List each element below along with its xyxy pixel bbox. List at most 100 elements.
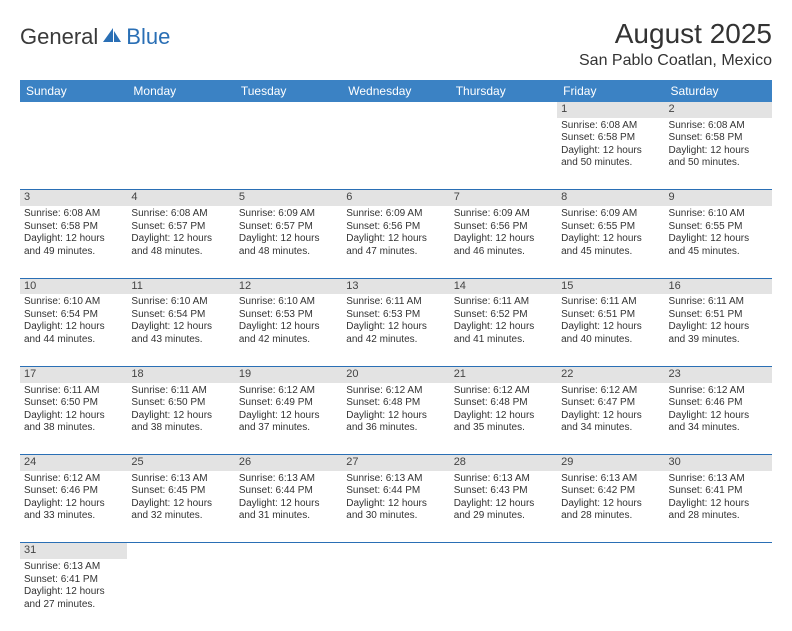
day-number: 16 — [665, 278, 772, 294]
day-cell: Sunrise: 6:09 AMSunset: 6:56 PMDaylight:… — [342, 206, 449, 278]
day2-text: and 28 minutes. — [669, 510, 768, 523]
day1-text: Daylight: 12 hours — [239, 498, 338, 511]
day1-text: Daylight: 12 hours — [561, 233, 660, 246]
day2-text: and 32 minutes. — [131, 510, 230, 523]
day-cell — [235, 559, 342, 631]
day2-text: and 50 minutes. — [669, 157, 768, 170]
day-cell — [342, 559, 449, 631]
sunrise-text: Sunrise: 6:12 AM — [346, 385, 445, 398]
day2-text: and 44 minutes. — [24, 334, 123, 347]
day1-text: Daylight: 12 hours — [131, 498, 230, 511]
day-number: 5 — [235, 190, 342, 206]
day1-text: Daylight: 12 hours — [24, 233, 123, 246]
day-number — [20, 102, 127, 118]
day-number: 10 — [20, 278, 127, 294]
day1-text: Daylight: 12 hours — [131, 321, 230, 334]
day-number — [235, 543, 342, 559]
day-number — [342, 102, 449, 118]
day-cell: Sunrise: 6:12 AMSunset: 6:46 PMDaylight:… — [665, 383, 772, 455]
day-cell: Sunrise: 6:09 AMSunset: 6:57 PMDaylight:… — [235, 206, 342, 278]
day2-text: and 31 minutes. — [239, 510, 338, 523]
day1-text: Daylight: 12 hours — [561, 321, 660, 334]
day-cell: Sunrise: 6:13 AMSunset: 6:42 PMDaylight:… — [557, 471, 664, 543]
sunrise-text: Sunrise: 6:12 AM — [24, 473, 123, 486]
sunset-text: Sunset: 6:58 PM — [669, 132, 768, 145]
sunrise-text: Sunrise: 6:09 AM — [454, 208, 553, 221]
sunrise-text: Sunrise: 6:11 AM — [131, 385, 230, 398]
day-cell — [127, 559, 234, 631]
day1-text: Daylight: 12 hours — [239, 233, 338, 246]
sunset-text: Sunset: 6:46 PM — [24, 485, 123, 498]
sunrise-text: Sunrise: 6:10 AM — [131, 296, 230, 309]
day-cell: Sunrise: 6:13 AMSunset: 6:44 PMDaylight:… — [235, 471, 342, 543]
sunrise-text: Sunrise: 6:08 AM — [561, 120, 660, 133]
day-number: 20 — [342, 366, 449, 382]
day-number: 26 — [235, 455, 342, 471]
day-cell: Sunrise: 6:13 AMSunset: 6:43 PMDaylight:… — [450, 471, 557, 543]
day-cell: Sunrise: 6:12 AMSunset: 6:47 PMDaylight:… — [557, 383, 664, 455]
sunset-text: Sunset: 6:51 PM — [561, 309, 660, 322]
day-number: 8 — [557, 190, 664, 206]
day-number: 22 — [557, 366, 664, 382]
sunset-text: Sunset: 6:45 PM — [131, 485, 230, 498]
day-cell: Sunrise: 6:12 AMSunset: 6:48 PMDaylight:… — [450, 383, 557, 455]
day-number-row: 17181920212223 — [20, 366, 772, 382]
day-cell: Sunrise: 6:10 AMSunset: 6:53 PMDaylight:… — [235, 294, 342, 366]
day-number: 30 — [665, 455, 772, 471]
sunrise-text: Sunrise: 6:12 AM — [669, 385, 768, 398]
day1-text: Daylight: 12 hours — [669, 410, 768, 423]
sunset-text: Sunset: 6:56 PM — [346, 221, 445, 234]
day1-text: Daylight: 12 hours — [239, 321, 338, 334]
day-cell: Sunrise: 6:10 AMSunset: 6:54 PMDaylight:… — [20, 294, 127, 366]
sunrise-text: Sunrise: 6:10 AM — [24, 296, 123, 309]
day1-text: Daylight: 12 hours — [669, 233, 768, 246]
sunrise-text: Sunrise: 6:10 AM — [669, 208, 768, 221]
sunset-text: Sunset: 6:53 PM — [346, 309, 445, 322]
day-number-row: 31 — [20, 543, 772, 559]
day2-text: and 36 minutes. — [346, 422, 445, 435]
sunset-text: Sunset: 6:49 PM — [239, 397, 338, 410]
day2-text: and 35 minutes. — [454, 422, 553, 435]
day-cell: Sunrise: 6:12 AMSunset: 6:46 PMDaylight:… — [20, 471, 127, 543]
day2-text: and 38 minutes. — [24, 422, 123, 435]
day-number-row: 10111213141516 — [20, 278, 772, 294]
sunset-text: Sunset: 6:44 PM — [346, 485, 445, 498]
sunrise-text: Sunrise: 6:08 AM — [669, 120, 768, 133]
day-number: 1 — [557, 102, 664, 118]
week-row: Sunrise: 6:12 AMSunset: 6:46 PM Daylight:… — [20, 471, 772, 543]
day-cell: Sunrise: 6:11 AMSunset: 6:50 PMDaylight:… — [127, 383, 234, 455]
day1-text: Daylight: 12 hours — [669, 498, 768, 511]
day-cell: Sunrise: 6:11 AMSunset: 6:51 PMDaylight:… — [665, 294, 772, 366]
day-cell: Sunrise: 6:09 AMSunset: 6:55 PMDaylight:… — [557, 206, 664, 278]
sunset-text: Sunset: 6:48 PM — [346, 397, 445, 410]
weekday-header: Tuesday — [235, 80, 342, 102]
day2-text: and 48 minutes. — [131, 246, 230, 259]
day1-text: Daylight: 12 hours — [131, 410, 230, 423]
day1-text: Daylight: 12 hours — [454, 410, 553, 423]
day-number — [127, 102, 234, 118]
sunrise-text: Sunrise: 6:08 AM — [131, 208, 230, 221]
day2-text: and 42 minutes. — [346, 334, 445, 347]
sunset-text: Sunset: 6:58 PM — [24, 221, 123, 234]
day-number — [450, 543, 557, 559]
sunrise-text: Sunrise: 6:11 AM — [669, 296, 768, 309]
day1-text: Daylight: 12 hours — [454, 321, 553, 334]
day-number: 29 — [557, 455, 664, 471]
sunrise-text: Sunrise: 6:12 AM — [561, 385, 660, 398]
day-cell: Sunrise: 6:13 AMSunset: 6:44 PMDaylight:… — [342, 471, 449, 543]
weekday-header: Saturday — [665, 80, 772, 102]
day2-text: and 45 minutes. — [669, 246, 768, 259]
day-cell: Sunrise: 6:12 AMSunset: 6:49 PMDaylight:… — [235, 383, 342, 455]
day-cell: Sunrise: 6:12 AMSunset: 6:48 PMDaylight:… — [342, 383, 449, 455]
day1-text: Daylight: 12 hours — [346, 321, 445, 334]
day-number-row: 24252627282930 — [20, 455, 772, 471]
day1-text: Daylight: 12 hours — [24, 321, 123, 334]
sunset-text: Sunset: 6:42 PM — [561, 485, 660, 498]
day2-text: and 38 minutes. — [131, 422, 230, 435]
day-cell: Sunrise: 6:10 AMSunset: 6:54 PMDaylight:… — [127, 294, 234, 366]
day-cell: Sunrise: 6:08 AMSunset: 6:58 PMDaylight:… — [20, 206, 127, 278]
day-cell — [450, 559, 557, 631]
day1-text: Daylight: 12 hours — [669, 145, 768, 158]
day-cell: Sunrise: 6:10 AMSunset: 6:55 PMDaylight:… — [665, 206, 772, 278]
day2-text: and 43 minutes. — [131, 334, 230, 347]
